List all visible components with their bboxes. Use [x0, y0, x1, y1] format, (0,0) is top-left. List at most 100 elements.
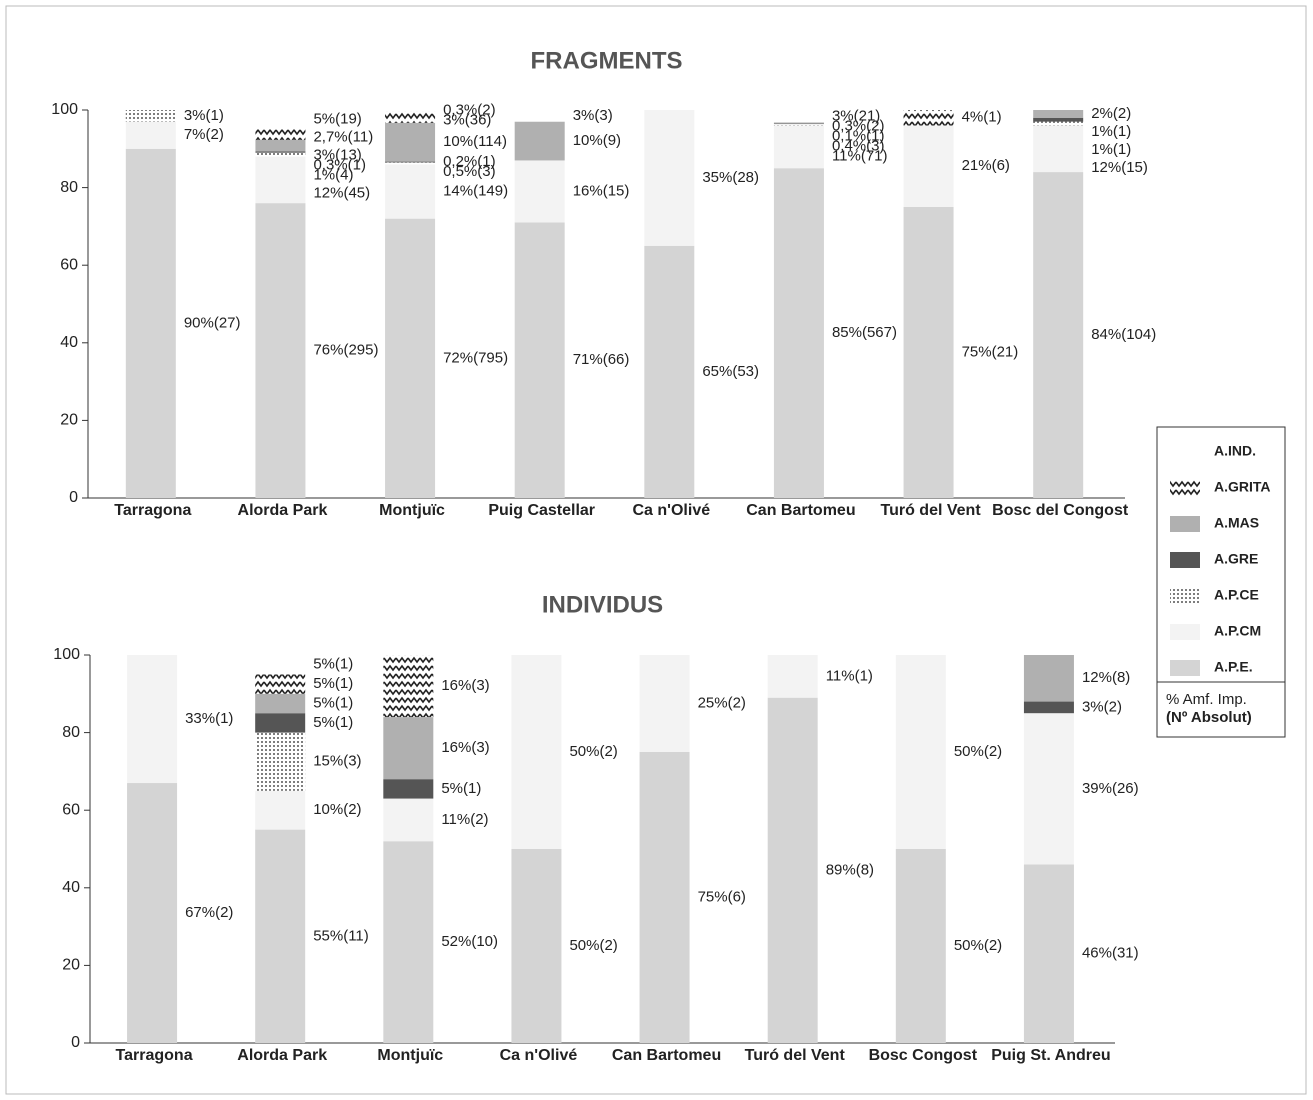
bar-segment: A.P.CM: [895, 655, 946, 849]
bar-segment: A.MAS: [385, 122, 436, 162]
legend-note: (Nº Absolut): [1166, 709, 1252, 726]
data-label: 4%(1): [962, 109, 1002, 126]
legend-swatch: [1170, 516, 1200, 532]
bar-segment: A.P.E.: [511, 849, 562, 1043]
y-tick-label: 0: [69, 489, 78, 506]
data-label: 0,2%(1): [443, 153, 496, 170]
legend-swatch: [1170, 660, 1200, 676]
x-tick-label: Puig St. Andreu: [991, 1047, 1110, 1064]
data-label: 71%(66): [573, 351, 630, 368]
x-tick-label: Ca n'Olivé: [633, 502, 711, 519]
data-label: 0,3%(2): [443, 102, 496, 119]
x-tick-label: Bosc Congost: [869, 1047, 978, 1064]
x-tick-label: Bosc del Congost: [992, 502, 1129, 519]
data-label: 5%(1): [441, 780, 481, 797]
bar-segment: A.GRITA: [255, 129, 306, 140]
data-label: 16%(3): [441, 677, 489, 694]
bar-segment: A.MAS: [1033, 110, 1084, 118]
y-tick-label: 40: [62, 879, 80, 896]
bar-segment: A.IND.: [514, 110, 565, 122]
data-label: 25%(2): [698, 694, 746, 711]
legend-label: A.P.E.: [1214, 659, 1253, 675]
bar-segment: A.P.E.: [1033, 172, 1084, 498]
x-tick-label: Turó del Vent: [880, 502, 981, 519]
bar-segment: A.P.CM: [644, 110, 695, 246]
data-label: 5%(1): [313, 675, 353, 692]
bar-segment: A.P.E.: [639, 752, 690, 1043]
data-label: 3%(36): [443, 112, 491, 129]
bar-segment: A.MAS: [383, 717, 434, 780]
legend-swatch: [1170, 624, 1200, 640]
x-tick-label: Ca n'Olivé: [500, 1047, 578, 1064]
data-label: 1%(4): [313, 167, 353, 184]
data-label: 1%(1): [1091, 141, 1131, 158]
bar-segment: A.P.E.: [1023, 864, 1074, 1043]
x-tick-label: Can Bartomeu: [612, 1047, 721, 1064]
bar-segment: A.IND.: [773, 110, 824, 123]
bar-segment: A.GRITA: [383, 655, 434, 718]
legend-label: A.GRE: [1214, 551, 1258, 567]
data-label: 35%(28): [702, 169, 759, 186]
bar-segment: A.GRE: [255, 713, 306, 733]
bar-segment: A.GRITA: [255, 674, 306, 694]
data-label: 75%(6): [698, 888, 746, 905]
bar-segment: A.IND.: [385, 110, 436, 112]
data-label: 0,1%(1): [832, 128, 885, 145]
data-label: 2,7%(11): [313, 129, 373, 146]
x-tick-label: Tarragona: [114, 502, 191, 519]
bar-segment: A.P.CM: [385, 164, 436, 219]
data-label: 3%(21): [832, 108, 880, 125]
bar-segment: A.P.E.: [385, 218, 436, 498]
legend-box: [1156, 426, 1286, 738]
legend-label: A.P.CE: [1214, 587, 1259, 603]
data-label: 2%(2): [1091, 105, 1131, 122]
data-label: 16%(3): [441, 739, 489, 756]
data-label: 72%(795): [443, 349, 508, 366]
bar-segment: A.MAS: [1023, 655, 1074, 702]
bar-segment: A.P.CM: [127, 655, 178, 784]
bar-segment: A.P.CM: [1033, 125, 1084, 173]
data-label: 50%(2): [569, 937, 617, 954]
data-label: 0,3%(2): [832, 118, 885, 135]
bar-segment: A.GRITA: [903, 110, 954, 126]
x-tick-label: Alorda Park: [238, 502, 328, 519]
y-tick-label: 100: [51, 101, 78, 118]
chart-title: FRAGMENTS: [531, 47, 683, 74]
x-tick-label: Puig Castellar: [488, 502, 595, 519]
data-label: 10%(9): [573, 132, 621, 149]
y-tick-label: 80: [60, 179, 78, 196]
bar-segment: A.P.CM: [639, 655, 690, 752]
bar-segment: A.GRE: [1033, 117, 1084, 122]
data-label: 3%(1): [184, 107, 224, 124]
y-tick-label: 60: [60, 256, 78, 273]
data-label: 46%(31): [1082, 945, 1139, 962]
y-tick-label: 0: [71, 1034, 80, 1051]
legend-swatch: [1170, 480, 1200, 496]
data-label: 65%(53): [702, 363, 759, 380]
legend-note: % Amf. Imp.: [1166, 691, 1247, 708]
chart-title: INDIVIDUS: [542, 591, 663, 618]
data-label: 0,3%(1): [313, 157, 366, 174]
bar-segment: A.P.CM: [255, 156, 306, 204]
legend-label: A.MAS: [1214, 515, 1259, 531]
bar-segment: A.GRE: [255, 151, 306, 153]
data-label: 5%(1): [313, 694, 353, 711]
legend-swatch: [1170, 552, 1200, 568]
legend-label: A.P.CM: [1214, 623, 1261, 639]
bar-segment: A.P.E.: [895, 849, 946, 1043]
data-label: 39%(26): [1082, 780, 1139, 797]
data-label: 7%(2): [184, 126, 224, 143]
y-tick-label: 100: [53, 646, 80, 663]
bar-segment: A.MAS: [255, 139, 306, 152]
data-label: 55%(11): [313, 927, 369, 944]
x-tick-label: Montjuïc: [379, 502, 445, 519]
bar-segment: A.P.E.: [644, 245, 695, 498]
data-label: 5%(1): [313, 714, 353, 731]
data-label: 85%(567): [832, 324, 897, 341]
bar-segment: A.P.CM: [514, 160, 565, 223]
y-tick-label: 40: [60, 334, 78, 351]
data-label: 0,4%(3): [832, 138, 885, 155]
y-tick-label: 20: [62, 957, 80, 974]
bar-segment: A.P.E.: [255, 829, 306, 1043]
